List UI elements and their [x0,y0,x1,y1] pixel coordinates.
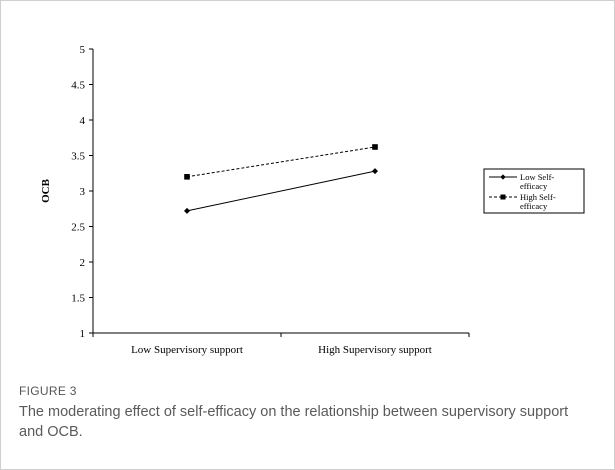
series-point-1 [372,168,378,175]
legend-label: Low Self- [520,172,554,182]
series-line-1 [186,170,376,212]
y-tick-label: 4.5 [71,80,85,92]
series-point-2 [372,144,378,150]
legend-label: efficacy [520,181,548,191]
legend-marker [500,194,506,200]
series-point-1 [184,207,190,214]
legend-label: High Self- [520,192,556,202]
figure-label: FIGURE 3 [19,384,77,398]
y-tick-label: 1 [80,328,86,340]
y-tick-label: 3.5 [71,151,85,163]
figure-caption: The moderating effect of self-efficacy o… [19,404,569,440]
chart: 1 1.5 2 2.5 3 3.5 4 4.5 5 Low Supervisory support… [40,44,585,356]
y-axis-label: OCB [40,178,52,203]
legend-box [483,168,585,214]
y-tick-label: 3 [80,186,86,198]
legend-label: efficacy [520,201,548,211]
x-tick-label: High Supervisory support [318,344,432,356]
series-point-2 [184,174,190,180]
y-tick-label: 1.5 [71,293,85,305]
y-tick-label: 4 [80,115,86,127]
x-tick-label: Low Supervisory support [131,344,243,356]
series-line-2 [186,146,376,178]
legend-marker [500,174,506,180]
y-tick-label: 2.5 [71,222,85,234]
y-tick-label: 2 [80,257,86,269]
y-tick-label: 5 [80,44,86,56]
